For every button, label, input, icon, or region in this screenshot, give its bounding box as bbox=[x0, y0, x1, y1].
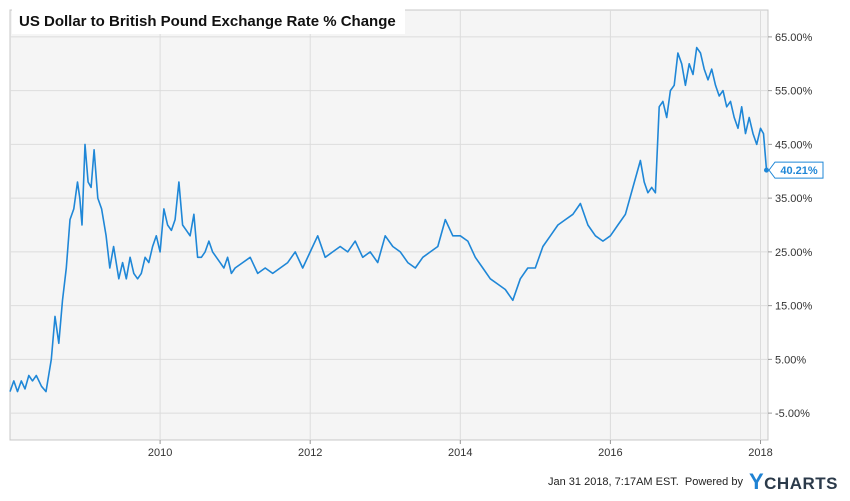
last-value-tag bbox=[768, 161, 824, 179]
ycharts-logo[interactable]: Y CHARTS bbox=[749, 469, 838, 495]
chart-footer: Jan 31 2018, 7:17AM EST. Powered by Y CH… bbox=[548, 469, 838, 495]
x-tick-label: 2014 bbox=[448, 447, 472, 459]
powered-by-label: Powered by bbox=[684, 476, 743, 488]
y-tick-label: 25.00% bbox=[775, 247, 813, 259]
last-value-point bbox=[763, 167, 769, 173]
x-tick-label: 2010 bbox=[148, 447, 172, 459]
y-tick-label: 45.00% bbox=[775, 139, 813, 151]
y-tick-label: 5.00% bbox=[775, 354, 806, 366]
x-tick-label: 2016 bbox=[598, 447, 622, 459]
series-line bbox=[9, 46, 768, 393]
timestamp: Jan 31 2018, 7:17AM EST. bbox=[548, 476, 679, 488]
y-tick-label: 65.00% bbox=[775, 32, 813, 44]
y-tick-label: -5.00% bbox=[775, 408, 810, 420]
x-tick-label: 2018 bbox=[748, 447, 772, 459]
chart-title: US Dollar to British Pound Exchange Rate… bbox=[12, 9, 405, 34]
y-tick-label: 55.00% bbox=[775, 86, 813, 98]
x-tick-label: 2012 bbox=[298, 447, 322, 459]
ycharts-logo-text: CHARTS bbox=[764, 474, 838, 493]
last-value-label: 40.21% bbox=[780, 165, 818, 177]
y-tick-label: 35.00% bbox=[775, 193, 813, 205]
y-tick-label: 15.00% bbox=[775, 301, 813, 313]
ycharts-logo-y: Y bbox=[748, 469, 765, 494]
plot-area bbox=[9, 9, 769, 441]
